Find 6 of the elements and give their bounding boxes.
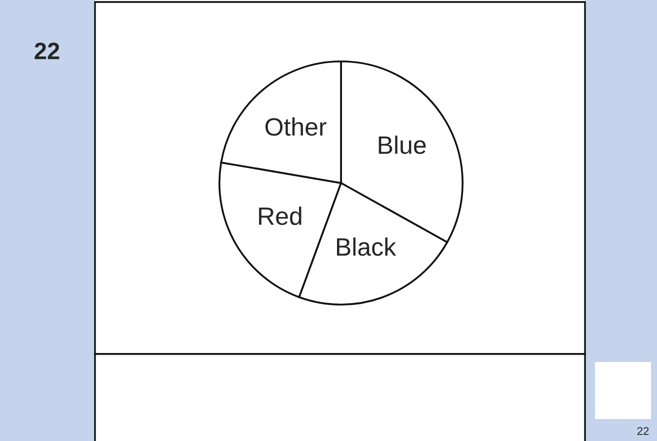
text: 22 <box>34 42 60 60</box>
slice-label: Black <box>337 237 396 256</box>
slice-label: Red <box>259 206 302 226</box>
text: 22 <box>637 427 649 435</box>
slice-label: Other <box>265 117 326 136</box>
slice-label: Blue <box>378 136 426 154</box>
